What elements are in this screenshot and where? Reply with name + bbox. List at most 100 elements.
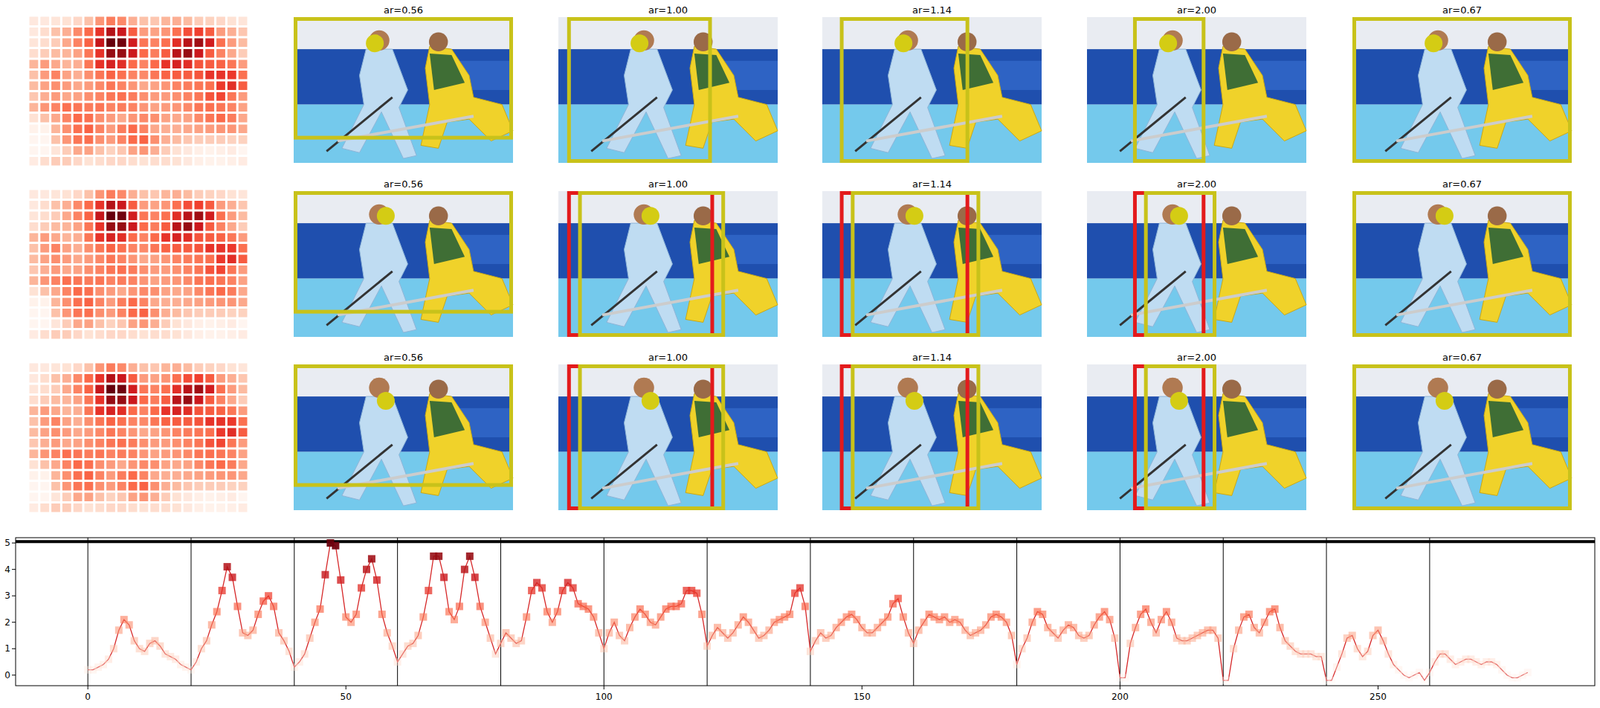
heatmap-cell xyxy=(29,49,39,58)
heatmap-cell xyxy=(183,156,193,166)
heatmap-cell xyxy=(183,70,193,80)
panel-title: ar=1.14 xyxy=(912,351,952,363)
heatmap-cell xyxy=(238,200,248,210)
heatmap-cell xyxy=(62,438,72,448)
panel-title: ar=1.00 xyxy=(648,178,688,190)
heatmap-cell xyxy=(216,49,226,58)
heatmap-cell xyxy=(227,363,237,373)
heatmap-cell xyxy=(106,211,116,221)
player-2-shirt xyxy=(1223,400,1258,438)
stick xyxy=(602,289,739,315)
heatmap-cell xyxy=(95,298,105,308)
marker xyxy=(481,618,490,627)
heatmap-cell xyxy=(150,319,160,329)
heatmap-cell xyxy=(216,286,226,296)
heatmap-cell xyxy=(73,200,83,210)
heatmap-cell xyxy=(73,92,83,102)
heatmap-cell xyxy=(73,265,83,275)
heatmap-cell xyxy=(128,243,138,253)
stick xyxy=(591,444,658,499)
heatmap-cell xyxy=(106,17,116,27)
heatmap-cell xyxy=(51,38,61,48)
heatmap-cell xyxy=(95,113,105,123)
heatmap-cell xyxy=(238,438,248,448)
heatmap-cell xyxy=(29,438,39,448)
heatmap-cell xyxy=(172,503,182,513)
heatmap-cell xyxy=(150,103,160,113)
heatmap-cell xyxy=(106,481,116,491)
heatmap-cell xyxy=(117,265,127,275)
heatmap-cell xyxy=(139,233,149,243)
heatmap-cell xyxy=(139,38,149,48)
heatmap-cell xyxy=(117,319,127,329)
heatmap-cell xyxy=(62,417,72,427)
heatmap-cell xyxy=(194,265,204,275)
heatmap-cell xyxy=(139,222,149,232)
heatmap-cell xyxy=(183,27,193,37)
heatmap-cell xyxy=(73,70,83,80)
heatmap-cell xyxy=(139,286,149,296)
heatmap-cell xyxy=(205,363,215,373)
heatmap-cell xyxy=(95,449,105,459)
focus-point xyxy=(630,34,649,53)
focus-point xyxy=(1170,391,1189,410)
heatmap-cell xyxy=(227,49,237,58)
heatmap-cell xyxy=(40,233,50,243)
marker xyxy=(559,586,567,595)
heatmap-cell xyxy=(62,471,72,481)
heatmap-cell xyxy=(84,156,94,166)
player-2 xyxy=(949,220,1042,322)
heatmap-cell xyxy=(73,438,83,448)
heatmap-cell xyxy=(84,17,94,27)
heatmap-cell xyxy=(161,17,171,27)
heatmap-cell xyxy=(73,308,83,318)
heatmap-cell xyxy=(51,255,61,264)
heatmap-cell xyxy=(117,255,127,264)
heatmap-cell xyxy=(40,103,50,113)
heatmap-cell xyxy=(51,60,61,70)
heatmap-cell xyxy=(139,428,149,438)
heatmap-cell xyxy=(227,146,237,156)
photo-bg xyxy=(558,191,778,337)
heatmap-cell xyxy=(194,308,204,318)
heatmap-cell xyxy=(73,113,83,123)
heatmap-cell xyxy=(194,27,204,37)
heatmap-cell xyxy=(194,92,204,102)
heatmap-cell xyxy=(227,103,237,113)
heatmap-cell xyxy=(205,503,215,513)
x-tick xyxy=(87,685,89,690)
heatmap-cell xyxy=(139,319,149,329)
marker xyxy=(1214,634,1222,642)
marker xyxy=(553,608,562,616)
marker xyxy=(264,591,273,600)
bbox xyxy=(1145,193,1215,336)
heatmap-cell xyxy=(139,492,149,502)
marker xyxy=(1317,652,1325,661)
heatmap-cell xyxy=(216,395,226,405)
heatmap-cell xyxy=(161,156,171,166)
heatmap-cell xyxy=(238,385,248,395)
heatmap-cell xyxy=(183,81,193,91)
marker xyxy=(249,626,257,634)
heatmap-cell xyxy=(29,481,39,491)
heatmap-cell xyxy=(161,243,171,253)
focus-point xyxy=(1435,206,1454,225)
heatmap-cell xyxy=(29,385,39,395)
marker xyxy=(141,647,149,656)
bbox xyxy=(852,193,979,336)
heatmap-cell xyxy=(117,373,127,383)
heatmap-cell xyxy=(161,190,171,200)
stick xyxy=(855,271,922,326)
marker xyxy=(677,600,685,608)
heatmap-cell xyxy=(194,406,204,416)
heatmap-cell xyxy=(128,38,138,48)
heatmap-cell xyxy=(40,81,50,91)
heatmap-cell xyxy=(216,492,226,502)
heatmap-cell xyxy=(227,200,237,210)
heatmap-cell xyxy=(95,428,105,438)
heatmap-cell xyxy=(172,190,182,200)
heatmap-cell xyxy=(183,385,193,395)
heatmap-cell xyxy=(95,38,105,48)
heatmap-cell xyxy=(227,38,237,48)
photo-bg xyxy=(293,364,514,511)
